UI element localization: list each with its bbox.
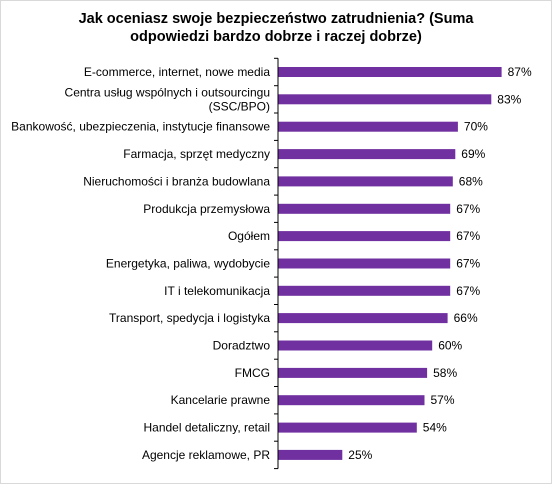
category-label: Energetyka, paliwa, wydobycie (106, 257, 270, 271)
value-label: 68% (459, 174, 483, 188)
category-label: Centra usług wspólnych i outsourcingu (65, 85, 270, 99)
value-label: 66% (454, 311, 478, 325)
value-label: 25% (348, 448, 372, 462)
value-label: 60% (438, 339, 462, 353)
value-label: 70% (464, 120, 488, 134)
category-label: Kancelarie prawne (171, 393, 271, 407)
category-label: Nieruchomości i branża budowlana (83, 174, 270, 188)
bar (278, 231, 451, 242)
category-label: Agencje reklamowe, PR (142, 448, 270, 462)
category-label: E-commerce, internet, nowe media (84, 65, 270, 79)
value-label: 58% (433, 366, 457, 380)
value-label: 67% (456, 284, 480, 298)
value-label: 83% (497, 92, 521, 106)
category-label: Handel detaliczny, retail (143, 421, 270, 435)
category-label: Produkcja przemysłowa (143, 202, 270, 216)
category-label: Doradztwo (213, 339, 271, 353)
bar (278, 449, 343, 460)
category-label: (SSC/BPO) (209, 99, 270, 113)
value-label: 87% (508, 65, 532, 79)
category-label: FMCG (235, 366, 270, 380)
value-label: 67% (456, 202, 480, 216)
category-label: IT i telekomunikacja (164, 284, 270, 298)
category-label: Bankowość, ubezpieczenia, instytucje fin… (11, 120, 270, 134)
bar (278, 67, 502, 77)
chart-title-line-2: odpowiedzi bardzo dobrze i raczej dobrze… (130, 29, 422, 45)
bar (278, 367, 428, 378)
bar (278, 313, 448, 324)
value-label: 67% (456, 229, 480, 243)
bar (278, 285, 451, 296)
chart-title-line-1: Jak oceniasz swoje bezpieczeństwo zatrud… (78, 11, 474, 27)
category-label: Ogółem (228, 229, 270, 243)
value-label: 69% (461, 147, 485, 161)
bar (278, 94, 492, 105)
category-label: Farmacja, sprzęt medyczny (123, 147, 270, 161)
bar (278, 149, 456, 160)
bar (278, 176, 453, 187)
value-label: 57% (431, 393, 455, 407)
bar (278, 395, 425, 406)
value-label: 54% (423, 421, 447, 435)
value-label: 67% (456, 257, 480, 271)
bar (278, 422, 417, 433)
bar (278, 121, 458, 132)
chart-title: Jak oceniasz swoje bezpieczeństwo zatrud… (1, 10, 551, 46)
bar (278, 203, 451, 214)
category-label: Transport, spedycja i logistyka (109, 311, 270, 325)
bar (278, 258, 451, 269)
bar (278, 340, 433, 351)
